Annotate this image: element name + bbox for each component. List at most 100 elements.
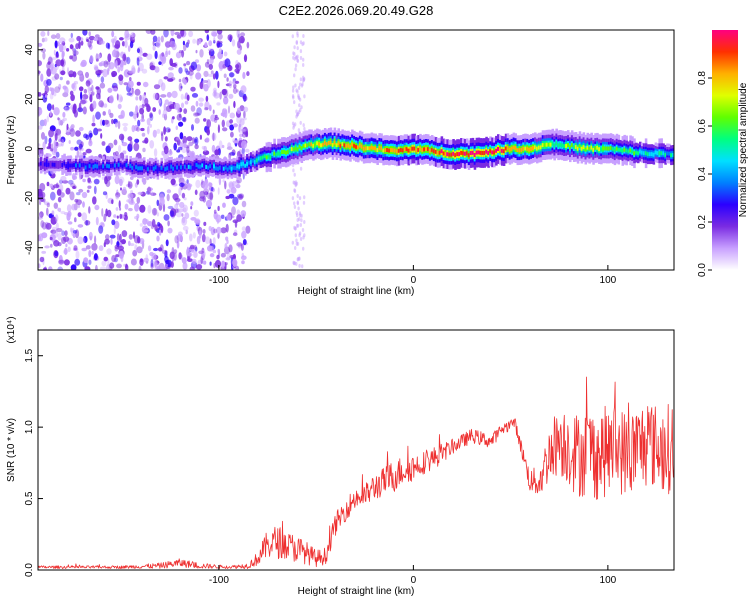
spectrogram-noise-dot bbox=[98, 225, 104, 234]
spectrogram-ridge-cell bbox=[481, 151, 484, 155]
spectrogram-noise-dot bbox=[185, 229, 188, 235]
spectrogram-noise-dot bbox=[46, 207, 49, 216]
spectrogram-ridge-cell bbox=[110, 164, 113, 168]
spectrogram-noise-dot bbox=[144, 97, 149, 106]
spectrogram-noise-dot bbox=[230, 131, 234, 138]
spectrogram-ridge-cell bbox=[308, 142, 311, 147]
spectrogram-noise-dot bbox=[217, 205, 220, 212]
spectrogram-noise-dot bbox=[212, 109, 215, 115]
spectrogram-noise-dot bbox=[225, 223, 229, 233]
spectrogram-noise-dot bbox=[134, 88, 141, 96]
spectrogram-ridge-cell bbox=[203, 163, 206, 167]
spectrogram-ridge-cell bbox=[604, 146, 607, 151]
spectrogram-noise-dot bbox=[153, 247, 159, 252]
spectrogram-ridge-cell bbox=[374, 146, 378, 151]
spectrogram-noise-dot bbox=[56, 188, 62, 196]
spectrogram-ridge-cell bbox=[425, 146, 428, 151]
spectrogram-ridge-cell bbox=[567, 143, 570, 147]
snr-xtick-label: -100 bbox=[209, 575, 229, 586]
spectrogram-noise-dot bbox=[225, 236, 229, 241]
spectrogram-noise-dot bbox=[246, 71, 250, 77]
spectrogram-noise-dot bbox=[112, 87, 118, 92]
spectrogram-noise-dot bbox=[212, 87, 217, 94]
spectrogram-noise-dot bbox=[194, 138, 198, 143]
spectrogram-noise-dot bbox=[147, 245, 152, 252]
spectrogram-noise-dot bbox=[121, 41, 125, 47]
spectrogram-noise-dot bbox=[237, 40, 241, 49]
spectrogram-noise-dot bbox=[99, 266, 107, 270]
spectrogram-noise-dot bbox=[223, 96, 229, 105]
spectrogram-noise-dot bbox=[46, 68, 52, 77]
spectrogram-noise-dot bbox=[160, 94, 167, 98]
spectrogram-ridge-cell bbox=[491, 150, 494, 155]
spectrogram-noise-dot bbox=[233, 83, 237, 89]
spectrogram-noise-dot bbox=[168, 50, 171, 55]
spectrogram-noise-dot bbox=[303, 77, 306, 81]
spectrogram-ridge-cell bbox=[462, 151, 465, 156]
spectrogram-noise-dot bbox=[212, 237, 216, 246]
spectrogram-ridge-cell bbox=[265, 155, 269, 160]
spectrogram-noise-dot bbox=[205, 137, 210, 143]
spectrogram-noise-dot bbox=[152, 107, 157, 112]
spectrogram-ridge-cell bbox=[454, 153, 457, 158]
spectrogram-ridge-cell bbox=[427, 147, 430, 152]
spectrogram-noise-dot bbox=[93, 253, 98, 261]
spectrogram-noise-dot bbox=[213, 228, 218, 234]
spectrogram-noise-dot bbox=[75, 199, 82, 205]
spectrogram-ridge-cell bbox=[553, 143, 556, 148]
spectrogram-noise-dot bbox=[81, 247, 87, 252]
spectrogram-noise-dot bbox=[49, 236, 53, 241]
spectrogram-ridge-cell bbox=[617, 147, 621, 152]
spectrogram-noise-dot bbox=[89, 55, 94, 63]
spectrogram-noise-dot bbox=[72, 186, 76, 189]
spectrogram-ridge-cell bbox=[648, 152, 652, 157]
spectrogram-noise-dot bbox=[293, 188, 296, 193]
spectrogram-noise-dot bbox=[241, 200, 247, 208]
spectrogram-ridge-cell bbox=[570, 143, 574, 148]
spectrogram-noise-dot bbox=[100, 133, 103, 139]
spectrogram-noise-dot bbox=[198, 250, 205, 255]
spectrogram-ridge-cell bbox=[320, 143, 323, 148]
spectrogram-ridge-cell bbox=[133, 165, 136, 170]
spectrogram-ytick-label: -20 bbox=[24, 191, 35, 206]
spectrogram-ridge-cell bbox=[304, 143, 308, 148]
spectrogram-ridge-cell bbox=[246, 161, 249, 166]
spectrogram-ridge-cell bbox=[602, 146, 605, 151]
spectrogram-noise-dot bbox=[41, 222, 47, 230]
spectrogram-noise-dot bbox=[70, 32, 74, 39]
spectrogram-ridge-cell bbox=[82, 162, 86, 167]
spectrogram-noise-dot bbox=[78, 188, 84, 193]
spectrogram-ridge-cell bbox=[535, 146, 539, 151]
spectrogram-noise-dot bbox=[222, 202, 226, 208]
spectrogram-noise-dot bbox=[60, 175, 67, 182]
snr-ytick-label: 1.5 bbox=[24, 348, 35, 362]
spectrogram-ridge-cell bbox=[596, 145, 599, 150]
spectrogram-noise-dot bbox=[187, 70, 194, 76]
spectrogram-noise-dot bbox=[61, 50, 65, 58]
spectrogram-noise-dot bbox=[87, 185, 92, 189]
spectrogram-noise-dot bbox=[143, 257, 150, 263]
spectrogram-ridge-cell bbox=[131, 165, 134, 170]
spectrogram-ridge-cell bbox=[532, 146, 535, 151]
spectrogram-noise-dot bbox=[182, 262, 188, 270]
spectrogram-ridge-cell bbox=[403, 147, 407, 152]
spectrogram-noise-dot bbox=[40, 220, 45, 228]
spectrogram-noise-dot bbox=[203, 145, 207, 152]
spectrogram-noise-dot bbox=[199, 230, 202, 239]
spectrogram-ridge-cell bbox=[201, 163, 204, 168]
spectrogram-noise-dot bbox=[165, 263, 168, 268]
spectrogram-noise-dot bbox=[195, 246, 198, 252]
spectrogram-noise-dot bbox=[71, 54, 78, 62]
spectrogram-noise-dot bbox=[43, 267, 47, 270]
spectrogram-noise-dot bbox=[239, 32, 246, 37]
spectrogram-noise-dot bbox=[53, 107, 60, 116]
spectrogram-ridge-cell bbox=[337, 141, 341, 146]
spectrogram-noise-dot bbox=[66, 123, 69, 130]
spectrogram-noise-dot bbox=[292, 55, 295, 60]
spectrogram-ridge-cell bbox=[572, 145, 576, 150]
spectrogram-noise-dot bbox=[88, 259, 92, 265]
spectrogram-noise-dot bbox=[84, 266, 91, 270]
spectrogram-noise-dot bbox=[212, 249, 217, 254]
spectrogram-noise-dot bbox=[157, 247, 163, 252]
spectrogram-noise-dot bbox=[236, 49, 242, 55]
